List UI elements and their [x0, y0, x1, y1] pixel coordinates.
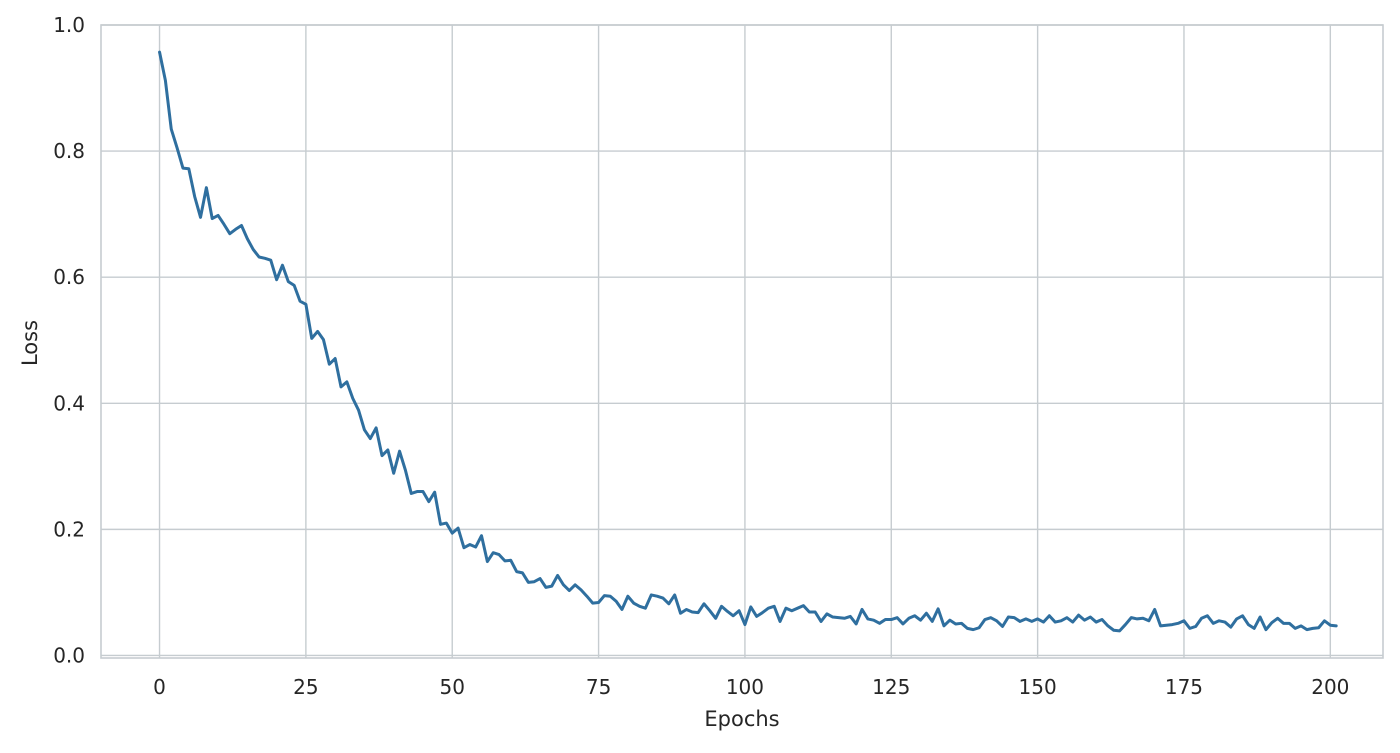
y-tick-label: 0.0	[53, 643, 85, 667]
tick-labels: 0 25 50 75 100 125 150 175 200 0.0 0.2 0.4 0.6 0.8 1.0	[53, 13, 1349, 699]
y-tick-label: 1.0	[53, 13, 85, 37]
x-axis-label: Epochs	[704, 707, 779, 731]
plot-frame	[100, 24, 1384, 659]
series-layer	[158, 50, 1338, 633]
x-tick-label: 25	[293, 675, 318, 699]
x-tick-label: 125	[872, 675, 910, 699]
y-tick-label: 0.4	[53, 391, 85, 415]
x-tick-label: 175	[1165, 675, 1203, 699]
y-tick-label: 0.6	[53, 265, 85, 289]
loss-series-line	[158, 50, 1338, 633]
y-tick-label: 0.2	[53, 517, 85, 541]
x-tick-label: 200	[1311, 675, 1349, 699]
x-tick-label: 50	[440, 675, 465, 699]
x-tick-label: 100	[726, 675, 764, 699]
grid-layer	[101, 24, 1383, 658]
y-tick-label: 0.8	[53, 139, 85, 163]
x-tick-label: 150	[1019, 675, 1057, 699]
x-tick-label: 75	[586, 675, 611, 699]
x-tick-label: 0	[153, 675, 166, 699]
axes-frame	[100, 24, 1384, 659]
y-axis-label: Loss	[18, 320, 42, 366]
